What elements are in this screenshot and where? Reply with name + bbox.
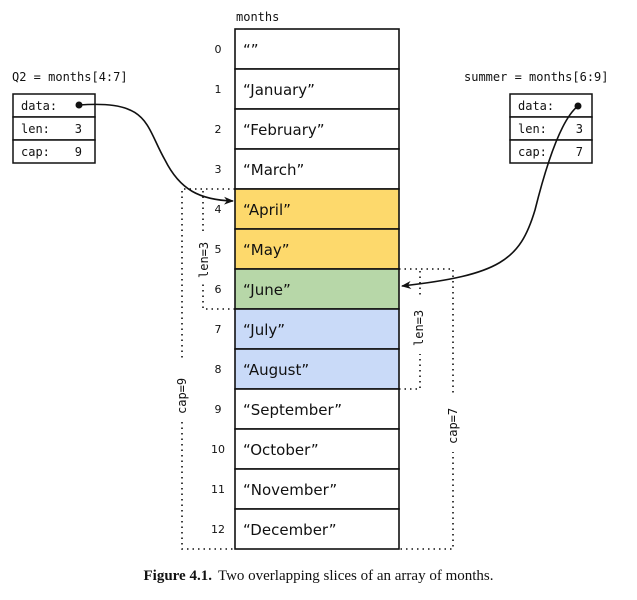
array-index: 9 (215, 403, 222, 416)
array-index: 4 (215, 203, 222, 216)
summer-cap-field: cap: (518, 145, 547, 159)
q2-label: Q2 = months[4:7] (12, 70, 128, 84)
array-index: 2 (215, 123, 222, 136)
q2-len-label: len=3 (197, 242, 211, 278)
summer-label: summer = months[6:9] (464, 70, 609, 84)
q2-pointer-dot-icon (75, 101, 83, 109)
array-cell-value: “April” (243, 201, 291, 219)
summer-slice-header (509, 93, 593, 164)
array-cell (234, 428, 400, 470)
summer-len-field: len: (518, 122, 547, 136)
array-index: 8 (215, 363, 222, 376)
array-cell-value: “August” (243, 361, 309, 379)
summer-len-label: len=3 (412, 310, 426, 346)
q2-cap-field: cap: (21, 145, 50, 159)
q2-slice-header (12, 93, 96, 164)
array-index: 11 (211, 483, 225, 496)
array-cell (234, 68, 400, 110)
array-cell-value: “December” (243, 521, 337, 539)
array-cell (234, 188, 400, 230)
summer-pointer-dot-icon (574, 102, 582, 110)
array-cell-value: “July” (243, 321, 285, 339)
array-cell (234, 468, 400, 510)
array-cell-value: “September” (243, 401, 342, 419)
array-cell-value: “January” (243, 81, 315, 99)
array-cell (234, 508, 400, 550)
array-index: 7 (215, 323, 222, 336)
figure-number: Figure 4.1. (143, 568, 212, 584)
array-cell-value: “February” (243, 121, 325, 139)
caption-text: Two overlapping slices of an array of mo… (217, 568, 494, 584)
figure-caption: Figure 4.1. Two overlapping slices of an … (0, 568, 637, 585)
array-cell-value: “March” (243, 161, 304, 179)
array-cell-value: “November” (243, 481, 337, 499)
array-index: 1 (215, 83, 222, 96)
array-label: months (236, 10, 279, 24)
q2-data-pointer-arrow (78, 103, 234, 205)
summer-len-value: 3 (576, 122, 583, 136)
array-index: 6 (215, 283, 222, 296)
q2-len-field: len: (21, 122, 50, 136)
array-cell-value: “” (243, 41, 259, 59)
summer-data-pointer-arrow (401, 105, 579, 289)
array-index: 5 (215, 243, 222, 256)
q2-cap-value: 9 (75, 145, 82, 159)
array-cell (234, 28, 400, 70)
summer-cap-label: cap=7 (446, 408, 460, 444)
array-cell (234, 108, 400, 150)
months-array: 0 “” 1 “January” 2 “February” 3 “March” 4 “April”… (211, 28, 400, 550)
q2-cap-label: cap=9 (175, 378, 189, 414)
q2-data-label: data: (21, 99, 57, 113)
array-index: 12 (211, 523, 225, 536)
array-cell-value: “May” (243, 241, 290, 259)
array-index: 10 (211, 443, 225, 456)
summer-len-bracket (399, 269, 421, 390)
array-cell (234, 348, 400, 390)
array-index: 3 (215, 163, 222, 176)
array-index: 0 (215, 43, 222, 56)
array-cell (234, 268, 400, 310)
q2-len-value: 3 (75, 122, 82, 136)
summer-cap-value: 7 (576, 145, 583, 159)
array-cell-value: “June” (243, 281, 291, 299)
summer-data-label: data: (518, 99, 554, 113)
array-cell-value: “October” (243, 441, 319, 459)
